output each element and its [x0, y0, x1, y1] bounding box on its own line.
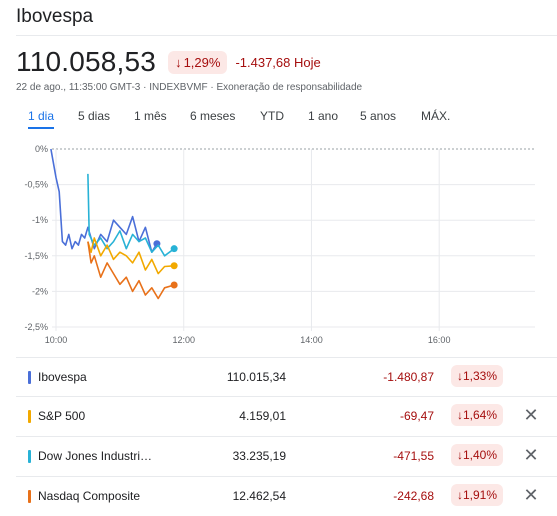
row-pct-value: 1,64% [463, 408, 498, 422]
row-value: 33.235,19 [232, 449, 286, 463]
title-divider [16, 35, 557, 36]
row-name: Ibovespa [38, 370, 87, 384]
x-tick-label: 16:00 [428, 335, 451, 345]
x-tick-label: 12:00 [172, 335, 195, 345]
series-end-point [170, 262, 178, 270]
series-line [87, 173, 175, 257]
tab-5-days[interactable]: 5 dias [78, 109, 111, 123]
price-row: 110.058,53 ↓ 1,29% -1.437,68 Hoje [16, 46, 321, 78]
table-row[interactable]: S&P 500 4.159,01 -69,47 ↓1,64% ✕ [16, 397, 557, 437]
comparison-table: Ibovespa 110.015,34 -1.480,87 ↓1,33% S&P… [16, 357, 557, 516]
x-tick-label: 10:00 [45, 335, 68, 345]
table-row[interactable]: Nasdaq Composite 12.462,54 -242,68 ↓1,91… [16, 477, 557, 516]
range-tabs: 1 dia 5 dias 1 mês 6 meses YTD 1 ano 5 a… [16, 103, 536, 129]
x-tick-label: 14:00 [300, 335, 323, 345]
tab-1-month[interactable]: 1 mês [134, 109, 167, 123]
row-pct-badge: ↓1,64% [451, 404, 504, 426]
tab-1-year[interactable]: 1 ano [308, 109, 339, 123]
table-row[interactable]: Ibovespa 110.015,34 -1.480,87 ↓1,33% [16, 357, 557, 397]
abs-change-today: -1.437,68 Hoje [235, 54, 321, 70]
remove-comparison-close-icon[interactable]: ✕ [523, 485, 539, 505]
row-pct-badge: ↓1,40% [451, 444, 504, 466]
row-change: -1.480,87 [383, 370, 434, 384]
table-row[interactable]: Dow Jones Industri… 33.235,19 -471,55 ↓1… [16, 437, 557, 477]
series-color-swatch [28, 490, 31, 503]
series-color-swatch [28, 371, 31, 384]
y-tick-label: -2,5% [24, 322, 48, 332]
row-name: Nasdaq Composite [38, 489, 141, 503]
series-end-point [170, 281, 178, 289]
remove-comparison-close-icon[interactable]: ✕ [523, 405, 539, 425]
row-change: -69,47 [399, 409, 434, 423]
series-color-swatch [28, 410, 31, 423]
row-pct-badge: ↓1,33% [451, 365, 504, 387]
pct-change-badge: ↓ 1,29% [168, 50, 228, 74]
y-tick-label: -1,5% [24, 251, 48, 261]
down-arrow-icon: ↓ [457, 488, 463, 502]
row-name: Dow Jones Industri… [38, 449, 153, 463]
down-arrow-icon: ↓ [175, 54, 182, 70]
y-tick-label: -0,5% [24, 180, 48, 190]
row-pct-value: 1,40% [463, 448, 498, 462]
row-pct-value: 1,91% [463, 488, 498, 502]
series-line [87, 241, 175, 300]
tab-max[interactable]: MÁX. [421, 109, 451, 123]
price-chart[interactable]: 0% -0,5% -1% -1,5% -2% -2,5% 10:00 12:00 14:00 16… [0, 135, 557, 355]
row-name: S&P 500 [38, 409, 86, 423]
row-pct-value: 1,33% [463, 369, 498, 383]
pct-change-value: 1,29% [183, 54, 221, 70]
tab-5-years[interactable]: 5 anos [360, 109, 397, 123]
series-line [87, 237, 175, 275]
row-value: 4.159,01 [239, 409, 286, 423]
tab-1-day[interactable]: 1 dia [28, 103, 55, 129]
y-tick-label: -1% [32, 215, 48, 225]
remove-comparison-close-icon[interactable]: ✕ [523, 445, 539, 465]
row-pct-badge: ↓1,91% [451, 484, 504, 506]
tab-ytd[interactable]: YTD [260, 109, 284, 123]
row-value: 110.015,34 [226, 370, 286, 384]
row-change: -471,55 [393, 449, 434, 463]
row-value: 12.462,54 [232, 489, 286, 503]
tab-6-months[interactable]: 6 meses [190, 109, 236, 123]
row-change: -242,68 [393, 489, 434, 503]
index-title: Ibovespa [16, 6, 94, 27]
series-color-swatch [28, 450, 31, 463]
quote-meta: 22 de ago., 11:35:00 GMT-3 · INDEXBVMF ·… [16, 82, 363, 93]
down-arrow-icon: ↓ [457, 448, 463, 462]
series-line [50, 148, 158, 253]
down-arrow-icon: ↓ [457, 369, 463, 383]
series-end-point [170, 245, 178, 253]
down-arrow-icon: ↓ [457, 408, 463, 422]
y-tick-label: 0% [35, 144, 48, 154]
y-tick-label: -2% [32, 286, 48, 296]
current-price: 110.058,53 [16, 46, 157, 77]
